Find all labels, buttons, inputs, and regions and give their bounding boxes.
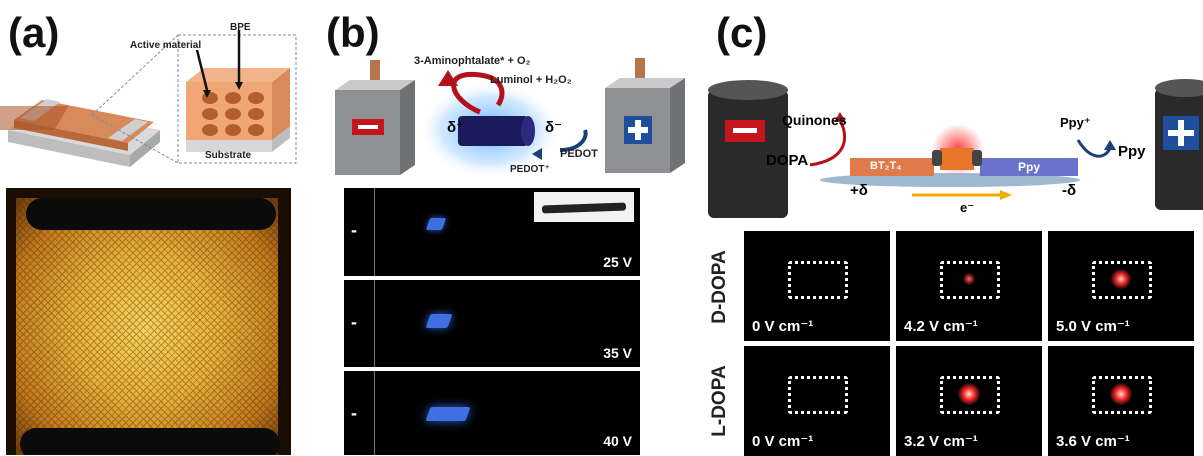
blue-emission-2 xyxy=(425,314,453,328)
ppy-plus-label: Ppy⁺ xyxy=(1060,115,1091,130)
dopa-frame-2-1: 0 V cm⁻¹ xyxy=(744,346,890,456)
frame-1-voltage: 25 V xyxy=(603,254,632,270)
bpe-array-photo xyxy=(6,188,291,455)
blue-emission-1 xyxy=(425,218,447,230)
active-material-callout: Active material xyxy=(130,40,202,51)
electrode-outline xyxy=(1092,261,1152,299)
electrode-outline xyxy=(1092,376,1152,414)
top-electrode xyxy=(26,198,276,230)
bpe-callout: BPE xyxy=(230,22,251,33)
ecl-frame-3: - 40 V xyxy=(344,371,640,455)
field-strength-label: 0 V cm⁻¹ xyxy=(752,433,814,450)
frame-3-voltage: 40 V xyxy=(603,433,632,449)
field-strength-label: 3.2 V cm⁻¹ xyxy=(904,433,978,450)
enantiomer-bpe-schematic xyxy=(708,79,1203,218)
dopa-frame-2-2: 3.2 V cm⁻¹ xyxy=(896,346,1042,456)
field-strength-label: 0 V cm⁻¹ xyxy=(752,318,814,335)
frame-1-plus: + xyxy=(648,200,660,222)
aminophthalate-label: 3-Aminophtalate* + O₂ xyxy=(414,55,531,67)
field-strength-label: 4.2 V cm⁻¹ xyxy=(904,318,978,335)
frame-1-minus: - xyxy=(351,220,357,240)
ecl-frame-1: - 25 V xyxy=(344,188,640,276)
minus-delta-label: -δ xyxy=(1062,182,1077,199)
red-emission-spot xyxy=(958,383,980,405)
ppy-bar-label: Ppy xyxy=(1018,160,1041,174)
l-dopa-row-label: L-DOPA xyxy=(709,365,730,437)
field-strength-label: 5.0 V cm⁻¹ xyxy=(1056,318,1130,335)
electron-label: e⁻ xyxy=(960,200,975,215)
dopa-frame-2-3: 3.6 V cm⁻¹ xyxy=(1048,346,1194,456)
delta-plus-label: δ⁺ xyxy=(447,119,465,136)
electrode-outline xyxy=(788,261,848,299)
electrode-outline xyxy=(940,261,1000,299)
panel-c-label: (c) xyxy=(716,9,768,56)
dopa-frame-1-3: 5.0 V cm⁻¹ xyxy=(1048,231,1194,341)
frame-2-voltage: 35 V xyxy=(603,345,632,361)
ppy-label: Ppy xyxy=(1118,143,1146,160)
frame-3-minus: - xyxy=(351,403,357,423)
red-emission-spot xyxy=(1110,268,1132,290)
panel-b-label: (b) xyxy=(326,9,380,56)
delta-minus-label: δ⁻ xyxy=(545,119,563,136)
plus-delta-label: +δ xyxy=(850,182,868,199)
ecl-frame-2: - 35 V xyxy=(344,280,640,367)
bt2t4-label: BT₂T₄ xyxy=(870,160,902,172)
frame-2-plus: + xyxy=(648,312,660,334)
luminol-label: Luminol + H₂O₂ xyxy=(490,74,572,86)
electrode-outline xyxy=(940,376,1000,414)
luminol-ecl-schematic xyxy=(335,58,685,178)
blue-emission-3 xyxy=(425,407,471,421)
field-strength-label: 3.6 V cm⁻¹ xyxy=(1056,433,1130,450)
dopa-frame-1-1: 0 V cm⁻¹ xyxy=(744,231,890,341)
electrode-outline xyxy=(788,376,848,414)
dopa-frame-1-2: 4.2 V cm⁻¹ xyxy=(896,231,1042,341)
panel-a-label: (a) xyxy=(8,9,60,56)
quinones-label: Quinones xyxy=(782,112,847,128)
pedot-plus-label: PEDOT⁺ xyxy=(510,164,550,175)
substrate-callout: Substrate xyxy=(205,150,252,161)
red-emission-spot xyxy=(1110,383,1132,405)
inset-bpe-photo xyxy=(534,192,634,222)
bpe-array-schematic xyxy=(0,30,297,167)
frame-3-plus: + xyxy=(648,400,660,422)
pedot-label: PEDOT xyxy=(560,148,598,160)
red-emission-spot xyxy=(963,273,975,285)
d-dopa-row-label: D-DOPA xyxy=(709,250,730,324)
bottom-electrode xyxy=(20,428,280,455)
dopa-label: DOPA xyxy=(766,152,809,169)
frame-2-minus: - xyxy=(351,312,357,332)
